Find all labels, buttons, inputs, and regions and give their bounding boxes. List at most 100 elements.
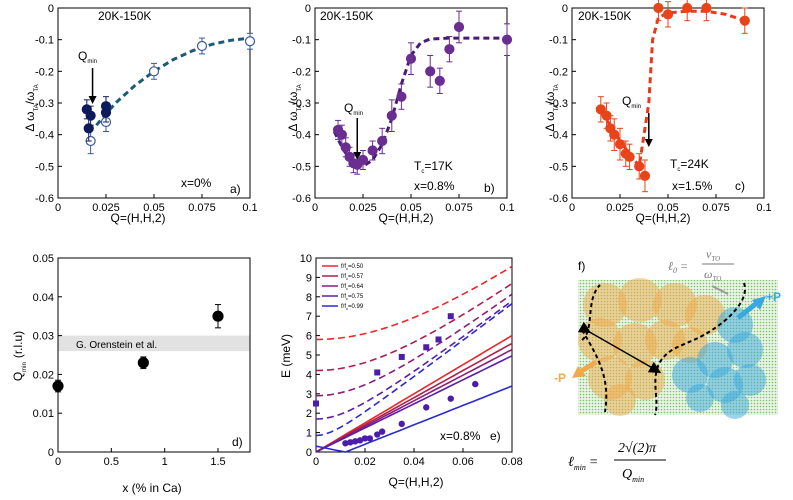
panel-c-ytick-label: -0.4 <box>549 130 568 142</box>
panel-b-xtick-label: 0.075 <box>445 202 473 214</box>
panel-e-to-branch <box>315 293 513 397</box>
panel-c-point <box>614 139 626 150</box>
panel-e-to-point <box>313 400 319 407</box>
panel-a-open-point <box>148 66 160 77</box>
panel-e-xtick-label: 0.06 <box>452 456 473 468</box>
panel-e-to-point <box>447 313 454 320</box>
panel-b-ytick-label: -0.5 <box>292 161 311 173</box>
panel-f-plus-p-arrow <box>736 300 760 320</box>
panel-f-minus-p-arrow <box>578 359 598 375</box>
panel-e-ta-point <box>352 438 359 445</box>
panel-e-ytick-label: 10 <box>300 253 312 265</box>
panel-d-ytick-label: 0.02 <box>33 369 54 381</box>
panel-d-xtick-label: 0 <box>55 456 61 468</box>
panel-a-xtick-label: 0.1 <box>242 202 257 214</box>
panel-a-open-point <box>196 40 208 52</box>
panel-c-ytick-label: -0.6 <box>549 193 568 205</box>
panel-a-filled-point <box>85 110 96 121</box>
panel-c-point <box>595 104 606 115</box>
panel-d-label: d) <box>232 435 243 449</box>
panel-c-ylabel: Δ ωTA/ωTA <box>543 84 560 131</box>
panel-c-xtick-label: 0.1 <box>756 202 771 214</box>
panel-a-xtick-label: 0.075 <box>188 202 216 214</box>
panel-b-points <box>332 10 513 175</box>
panel-e-ytick-label: 9 <box>306 272 312 284</box>
panel-e-to-point <box>435 336 442 343</box>
panel-e-ytick-label: 1 <box>306 428 312 440</box>
panel-e-xtick-label: 0.02 <box>354 456 375 468</box>
panel-c-ytick-label: -0.3 <box>549 98 568 110</box>
panel-b-point <box>377 135 388 147</box>
panel-a-fit <box>95 36 251 127</box>
panel-c-point <box>634 161 645 172</box>
panel-e-ytick-label: 0 <box>306 447 312 459</box>
panel-c-xtick-label: 0 <box>569 202 575 214</box>
panel-b-point <box>501 34 513 45</box>
panel-a-ylabel: Δ ωTA/ωTA <box>23 84 40 131</box>
panel-b-xtick-label: 0 <box>312 202 318 214</box>
panel-a-title: 20K-150K <box>98 9 151 23</box>
panel-d-band-label: G. Orenstein et al. <box>76 340 157 351</box>
panel-e-ta-branch <box>315 334 513 453</box>
panel-a-axes: 0 0.025 0.05 0.075 0.1 0 -0.1 -0.2 -0.3 -0.4 -0.5 -… <box>35 3 258 214</box>
panel-e-legend-label: f/fc=0.57 <box>341 274 364 281</box>
panel-a-ytick-label: 0 <box>48 3 54 15</box>
panel-a-ytick-label: -0.2 <box>35 66 54 78</box>
panel-e-ta-point <box>423 404 430 411</box>
panel-e-legend-label: f/fc=0.75 <box>341 294 364 301</box>
panel-f-wall-right <box>654 282 747 416</box>
panel-c-point <box>682 2 693 14</box>
panel-e-ta-branch <box>315 348 513 453</box>
panel-c-xtick-label: 0.075 <box>702 202 730 214</box>
panel-b-point <box>386 110 397 121</box>
svg-text:Qmin: Qmin <box>622 467 644 484</box>
panel-a-xtick-label: 0.05 <box>143 202 164 214</box>
panel-e-composition: x=0.8% <box>440 429 481 443</box>
panel-b-qmin-label: Qmin <box>344 101 363 117</box>
panel-a-xtick-label: 0.025 <box>92 202 120 214</box>
panel-d-axes: 0 0.5 1 1.5 0 0.01 0.02 0.03 0.04 0.05 <box>33 253 251 468</box>
panel-c-point <box>624 151 635 162</box>
panel-c-composition: x=1.5% <box>672 179 713 193</box>
panel-e-ytick-label: 4 <box>306 369 312 381</box>
panel-c: 0 0.025 0.05 0.075 0.1 0 -0.1 -0.2 -0.3 -0.4 -0.5 -… <box>543 0 772 225</box>
panel-e-to-point <box>423 344 430 351</box>
panel-e-ytick-label: 3 <box>306 389 312 401</box>
panel-e-ta-point <box>447 395 454 402</box>
panel-b-point <box>444 44 455 55</box>
panel-e-ytick-label: 7 <box>306 311 312 323</box>
panel-e-ta-point <box>378 428 386 435</box>
panel-b-point <box>425 66 436 77</box>
panel-e-ta-point <box>347 439 354 446</box>
panel-e-axes: 0 0.02 0.04 0.06 0.08 0 1 2 3 4 5 6 7 8 9 10 <box>300 253 523 468</box>
panel-e-to-branch <box>315 282 513 372</box>
panel-f-lmin-formula: ℓmin = 2√(2)π Qmin <box>568 441 666 484</box>
panel-f-minus-p: -P <box>554 371 566 385</box>
panel-f-blue-domain <box>672 307 766 419</box>
panel-d-ytick-label: 0.03 <box>33 331 54 343</box>
svg-text:ℓ0=: ℓ0 = <box>668 259 688 275</box>
panel-b-point <box>405 53 417 64</box>
panel-d: 0 0.5 1 1.5 0 0.01 0.02 0.03 0.04 0.05 G. Orenste… <box>11 253 251 495</box>
panel-b-fit <box>332 36 507 168</box>
panel-e-legend-label: f/fc=0.99 <box>341 304 364 311</box>
panel-d-xtick-label: 1.5 <box>210 456 225 468</box>
panel-a-fit-curve <box>95 36 251 127</box>
panel-e-xtick-label: 0.04 <box>403 456 424 468</box>
panel-c-point <box>662 9 674 20</box>
panel-e-legend: f/fc=0.50 f/fc=0.57 f/fc=0.64 f/fc=0.75 f/fc… <box>322 264 364 311</box>
panel-a-label: a) <box>230 182 241 196</box>
panel-e-to-branch <box>315 265 513 341</box>
panel-a-qmin-label: Qmin <box>78 49 97 65</box>
panel-e-ytick-label: 2 <box>306 408 312 420</box>
panel-e-curves <box>315 265 513 453</box>
panel-c-tc: Tc=24K <box>670 157 709 173</box>
panel-e-to-point <box>374 369 381 376</box>
panel-f-lmin-arrow <box>577 321 662 373</box>
svg-text:ℓmin=: ℓmin = <box>568 455 598 472</box>
panel-a-ytick-label: -0.5 <box>35 161 54 173</box>
panel-a-qmin-arrow-head <box>88 96 97 104</box>
panel-d-ytick-label: 0 <box>48 447 54 459</box>
panel-e-ylabel: E (meV) <box>279 334 293 378</box>
